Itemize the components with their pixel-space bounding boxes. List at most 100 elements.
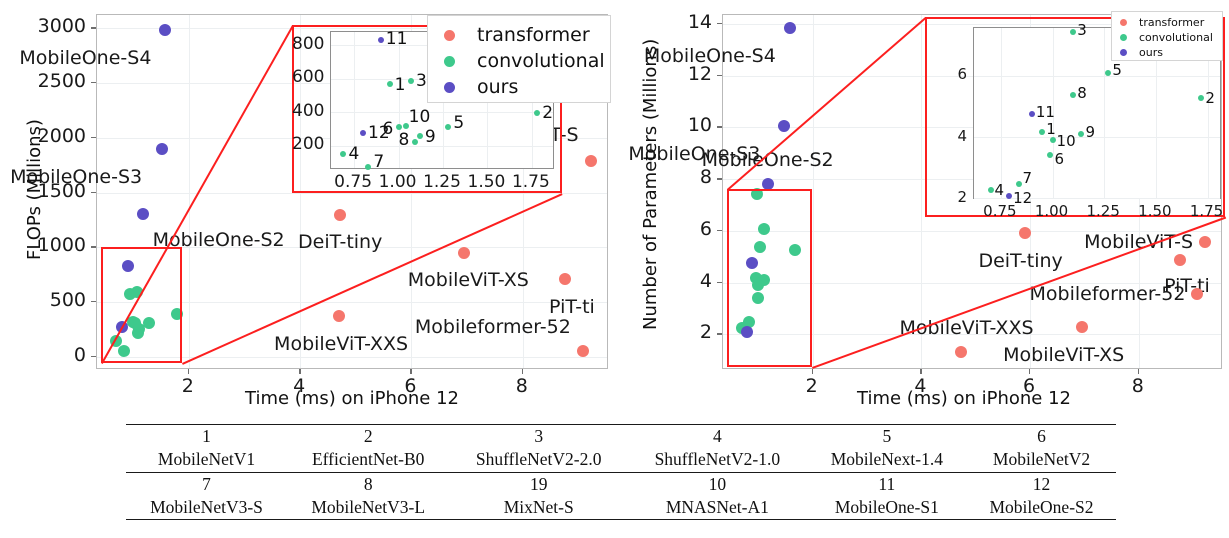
legend-item-convolutional[interactable]: convolutional bbox=[428, 48, 610, 74]
point-label: MobileOne-S2 bbox=[701, 149, 834, 172]
point-label: PiT-ti bbox=[549, 295, 595, 318]
gridline-vertical bbox=[812, 15, 814, 368]
x-tickmark bbox=[1137, 369, 1140, 374]
inset-point-label: 5 bbox=[453, 113, 465, 133]
table-cell-model-name: EfficientNet-B0 bbox=[311, 449, 425, 470]
y-axis-tick-params: 6 bbox=[699, 217, 712, 240]
scatter-point-convolutional bbox=[170, 307, 183, 320]
y-tickmark bbox=[717, 23, 722, 25]
y-axis-tick-params: 8 bbox=[699, 166, 712, 189]
scatter-point-ours bbox=[783, 21, 796, 34]
inset-gridline-horizontal bbox=[331, 112, 553, 114]
scatter-point-ours bbox=[745, 257, 758, 270]
inset-point-convolutional bbox=[1198, 94, 1205, 101]
table-cell-number: 12 bbox=[967, 471, 1116, 497]
point-label: Mobileformer-52 bbox=[414, 316, 571, 339]
scatter-point-transformer bbox=[576, 345, 589, 358]
y-axis-tick-flops: 2000 bbox=[37, 124, 86, 147]
table-cell-number: 8 bbox=[287, 471, 450, 497]
table-row-numbers: 7 8 19 10 11 12 bbox=[126, 471, 1116, 497]
table-cell-number: 2 bbox=[287, 424, 450, 449]
inset-point-label: 10 bbox=[1056, 132, 1076, 151]
inset-point-convolutional bbox=[1105, 70, 1112, 77]
inset-point-label: 5 bbox=[1112, 61, 1122, 80]
x-tickmark bbox=[920, 369, 922, 374]
legend-label: convolutional bbox=[477, 50, 605, 72]
y-axis-tick-params: 4 bbox=[699, 269, 712, 292]
y-tickmark bbox=[91, 136, 96, 139]
model-index-table: 1 2 3 4 5 6 MobileNetV1 EfficientNet-B0 ShuffleN… bbox=[126, 424, 1116, 527]
inset-point-label: 9 bbox=[424, 127, 436, 148]
inset-point-label: 6 bbox=[382, 118, 394, 139]
gridline-horizontal bbox=[723, 75, 1221, 77]
inset-gridline-horizontal bbox=[974, 137, 1220, 139]
scatter-point-convolutional bbox=[117, 344, 130, 357]
scatter-point-convolutional bbox=[132, 326, 145, 339]
gridline-horizontal bbox=[723, 24, 1221, 26]
gridline-horizontal bbox=[97, 28, 607, 30]
table-cell-model-name: MobileNetV1 bbox=[157, 449, 256, 470]
inset-point-label: 8 bbox=[1077, 83, 1087, 102]
table-cell-model-name: MobileNetV3-L bbox=[311, 497, 426, 518]
inset-y-tick: 600 bbox=[292, 67, 325, 88]
y-tickmark bbox=[91, 355, 96, 358]
inset-point-label: 7 bbox=[373, 152, 385, 173]
inset-point-convolutional bbox=[445, 124, 452, 130]
point-label: MobileOne-S3 bbox=[628, 143, 761, 166]
table-cell-number: 5 bbox=[806, 424, 968, 449]
gridline-horizontal bbox=[723, 127, 1221, 129]
y-axis-tick-params: 10 bbox=[687, 114, 712, 137]
inset-x-tick: 0.75 bbox=[334, 172, 373, 192]
gridline-horizontal bbox=[97, 356, 607, 358]
inset-gridline-vertical bbox=[1052, 28, 1054, 198]
legend-item-transformer[interactable]: transformer bbox=[1112, 15, 1222, 30]
inset-y-tick: 6 bbox=[957, 65, 967, 84]
y-axis-tick-flops: 1500 bbox=[37, 179, 86, 202]
y-tickmark bbox=[717, 333, 722, 335]
legend-item-ours[interactable]: ours bbox=[428, 74, 610, 100]
table-cell-number: 6 bbox=[967, 424, 1116, 449]
scatter-point-ours bbox=[761, 178, 774, 191]
legend-item-ours[interactable]: ours bbox=[1112, 45, 1222, 60]
inset-gridline-horizontal bbox=[974, 198, 1220, 200]
scatter-point-ours bbox=[778, 120, 791, 133]
legend-label: ours bbox=[477, 76, 519, 98]
x-tickmark bbox=[521, 369, 524, 374]
legend-label: convolutional bbox=[1139, 31, 1213, 44]
x-axis-tick-params: 2 bbox=[805, 375, 818, 397]
legend-item-convolutional[interactable]: convolutional bbox=[1112, 30, 1222, 45]
legend-item-transformer[interactable]: transformer bbox=[428, 22, 610, 48]
scatter-point-transformer bbox=[1018, 227, 1031, 240]
inset-x-tick: 0.75 bbox=[983, 202, 1017, 220]
inset-x-tick: 1.50 bbox=[1138, 202, 1172, 220]
scatter-point-convolutional bbox=[789, 243, 802, 256]
inset-y-tick: 200 bbox=[292, 134, 325, 155]
table-cell-model-name: MobileNetV3-S bbox=[150, 497, 263, 518]
table-row-names: MobileNetV1 EfficientNet-B0 ShuffleNetV2-2… bbox=[126, 448, 1116, 472]
inset-gridline-vertical bbox=[398, 32, 400, 168]
legend-swatch-ours-icon bbox=[1120, 49, 1127, 56]
index-table: 1 2 3 4 5 6 MobileNetV1 EfficientNet-B0 ShuffleN… bbox=[126, 424, 1116, 527]
chart-panel-flops: MobileOne-S4 MobileOne-S3 MobileOne-S2 DeiT… bbox=[0, 0, 614, 410]
inset-point-ours bbox=[377, 37, 384, 44]
y-axis-tick-params: 12 bbox=[687, 62, 712, 85]
inset-point-convolutional bbox=[340, 151, 347, 158]
x-axis-tick-params: 8 bbox=[1131, 375, 1144, 397]
scatter-point-transformer bbox=[1174, 254, 1187, 267]
chart-panel-params: MobileOne-S4 MobileOne-S3 MobileOne-S2 DeiT… bbox=[614, 0, 1229, 410]
inset-point-label: 11 bbox=[385, 29, 408, 50]
table-cell-model-name: MixNet-S bbox=[503, 497, 574, 518]
point-label: MobileOne-S2 bbox=[152, 228, 285, 251]
scatter-point-transformer bbox=[584, 154, 597, 167]
inset-point-convolutional bbox=[1016, 181, 1023, 188]
inset-point-label: 2 bbox=[542, 103, 554, 124]
legend-swatch-convolutional-icon bbox=[444, 55, 455, 67]
inset-point-label: 7 bbox=[1022, 169, 1032, 188]
x-axis-tick-flops: 4 bbox=[293, 375, 306, 397]
x-axis-tick-params: 6 bbox=[1023, 375, 1036, 397]
inset-point-label: 9 bbox=[1085, 122, 1095, 141]
scatter-point-ours bbox=[156, 143, 169, 156]
legend-label: transformer bbox=[477, 24, 590, 46]
